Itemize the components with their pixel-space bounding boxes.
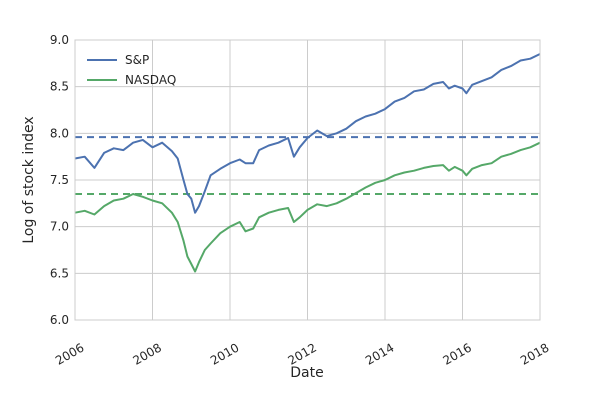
legend: S&P NASDAQ (87, 53, 176, 87)
x-tick-label: 2014 (363, 340, 396, 367)
legend-label: NASDAQ (125, 73, 176, 87)
x-tick-label: 2016 (441, 340, 474, 367)
y-tick-label: 6.5 (50, 266, 69, 280)
x-tick-label: 2008 (131, 340, 164, 367)
legend-label: S&P (125, 53, 149, 67)
y-tick-labels: 6.0 6.5 7.0 7.5 8.0 8.5 9.0 (50, 33, 69, 327)
y-tick-label: 8.5 (50, 80, 69, 94)
series-line-s-p (74, 53, 541, 214)
y-axis-title: Log of stock index (21, 116, 37, 243)
plot-frame (74, 39, 541, 321)
x-tick-labels: 2006 2008 2010 2012 2014 2016 2018 (53, 340, 551, 367)
y-tick-label: 7.5 (50, 173, 69, 187)
y-tick-label: 9.0 (50, 33, 69, 47)
series-lines (74, 53, 541, 273)
y-tick-label: 8.0 (50, 126, 69, 140)
series-line-nasdaq (74, 141, 541, 273)
x-tick-label: 2018 (518, 340, 551, 367)
x-tick-label: 2010 (208, 340, 241, 367)
y-tick-label: 7.0 (50, 220, 69, 234)
y-tick-label: 6.0 (50, 313, 69, 327)
x-tick-label: 2006 (53, 340, 86, 367)
x-axis-title: Date (290, 365, 323, 381)
x-tick-label: 2012 (286, 340, 319, 367)
